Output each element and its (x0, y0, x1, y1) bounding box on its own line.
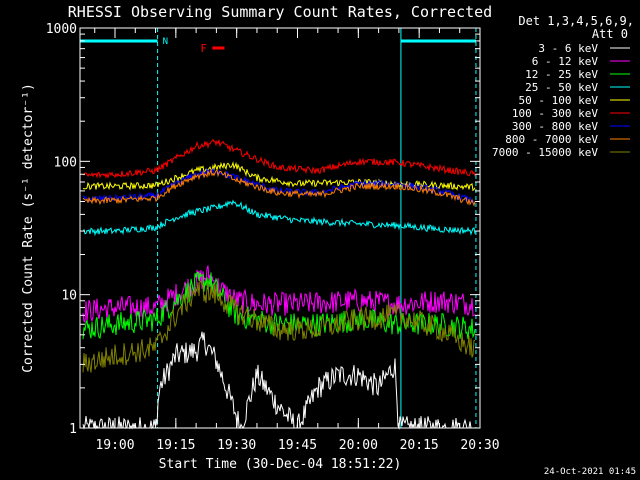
series-line-4 (82, 161, 476, 192)
flag-annotation-layer: F (200, 42, 225, 55)
night-label: N (163, 37, 168, 47)
axis-layer: 1 10 100 1000 19:00 19:15 19:30 19:45 20:00 20:15… (46, 22, 500, 453)
x-tick-label-2: 19:30 (217, 438, 256, 453)
series-line-8 (82, 279, 476, 373)
y-tick-label-2: 100 (54, 155, 77, 170)
series-line-1 (82, 265, 476, 323)
series-line-3 (82, 199, 476, 237)
x-tick-label-1: 19:15 (156, 438, 195, 453)
plot-frame (79, 27, 481, 429)
x-tick-label-0: 19:00 (95, 438, 134, 453)
legend-label-3: 25 - 50 keV (525, 81, 598, 94)
legend-header-line2: Att 0 (592, 27, 628, 41)
legend-label-7: 800 - 7000 keV (505, 133, 598, 146)
legend-label-0: 3 - 6 keV (538, 42, 598, 55)
timestamp: 24-Oct-2021 01:45 (544, 467, 636, 477)
series-line-7 (82, 167, 476, 207)
legend-header-line1: Det 1,3,4,5,6,9, (518, 14, 634, 28)
y-tick-label-0: 1 (69, 422, 77, 437)
legend-label-5: 100 - 300 keV (512, 107, 598, 120)
legend-label-8: 7000 - 15000 keV (492, 146, 598, 159)
x-tick-label-6: 20:30 (460, 438, 499, 453)
legend-label-6: 300 - 800 keV (512, 120, 598, 133)
chart-title: RHESSI Observing Summary Count Rates, Co… (68, 3, 492, 21)
flag-label: F (200, 42, 207, 55)
y-tick-label-3: 1000 (46, 22, 77, 37)
legend-label-2: 12 - 25 keV (525, 68, 598, 81)
x-axis-label: Start Time (30-Dec-04 18:51:22) (159, 457, 402, 472)
series-line-5 (82, 138, 476, 179)
y-tick-label-1: 10 (61, 289, 77, 304)
x-tick-label-3: 19:45 (278, 438, 317, 453)
legend-label-1: 6 - 12 keV (532, 55, 599, 68)
y-axis-label: Corrected Count Rate (s⁻¹ detector⁻¹) (21, 83, 36, 373)
legend-label-4: 50 - 100 keV (519, 94, 599, 107)
x-tick-label-5: 20:15 (400, 438, 439, 453)
x-tick-label-4: 20:00 (339, 438, 378, 453)
